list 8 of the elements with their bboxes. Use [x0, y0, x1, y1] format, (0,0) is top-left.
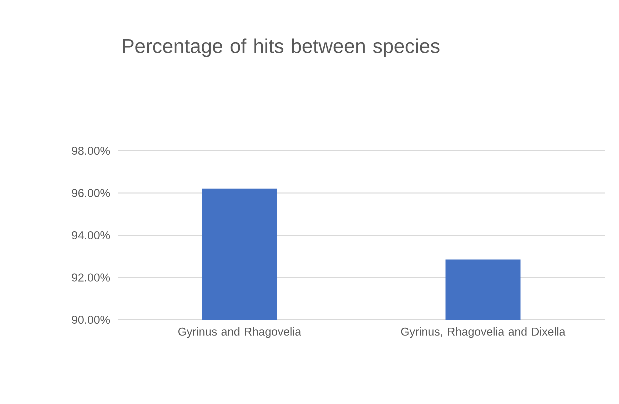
- y-tick-label: 98.00%: [72, 146, 110, 156]
- y-tick-label: 94.00%: [72, 231, 110, 240]
- y-tick-label: 96.00%: [72, 189, 110, 198]
- x-tick-label: Gyrinus, Rhagovelia and Dixella: [401, 328, 566, 338]
- y-tick-label: 92.00%: [72, 274, 110, 282]
- x-tick-label: Gyrinus and Rhagovelia: [178, 328, 302, 338]
- chart-title: Percentage of hits between species: [123, 38, 440, 58]
- y-tick-label: 90.00%: [72, 316, 110, 324]
